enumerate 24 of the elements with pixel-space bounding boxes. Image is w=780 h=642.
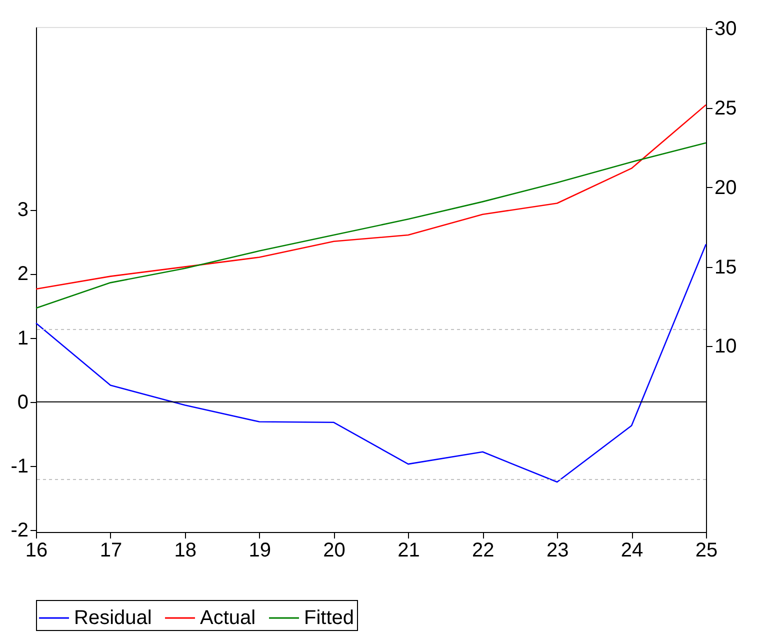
x-tick-label: 20: [323, 540, 346, 562]
y-tick-label: 0: [17, 391, 28, 414]
x-tick-label: 16: [25, 540, 48, 562]
legend-label: Residual: [74, 607, 152, 629]
x-tick-label: 22: [472, 540, 494, 562]
y-tick-label: -1: [10, 455, 28, 478]
x-tick-label: 24: [620, 540, 644, 562]
y2-tick-label: 25: [714, 97, 737, 120]
legend-label: Fitted: [304, 607, 354, 629]
x-tick-label: 21: [398, 540, 420, 562]
y-tick-label: -2: [10, 520, 28, 542]
y2-tick-label: 10: [714, 336, 737, 358]
x-tick-label: 23: [546, 540, 569, 562]
y-tick-label: 1: [17, 327, 28, 350]
y2-tick-label: 30: [714, 18, 737, 40]
y-tick-label: 3: [17, 199, 28, 222]
x-tick-label: 18: [174, 540, 197, 562]
x-tick-label: 17: [100, 540, 122, 562]
y-tick-label: 2: [17, 263, 28, 286]
legend-label: Actual: [200, 607, 256, 629]
x-tick-label: 19: [248, 540, 271, 562]
x-tick-label: 25: [695, 540, 718, 562]
y2-tick-label: 15: [714, 256, 737, 278]
y2-tick-label: 20: [714, 176, 737, 199]
